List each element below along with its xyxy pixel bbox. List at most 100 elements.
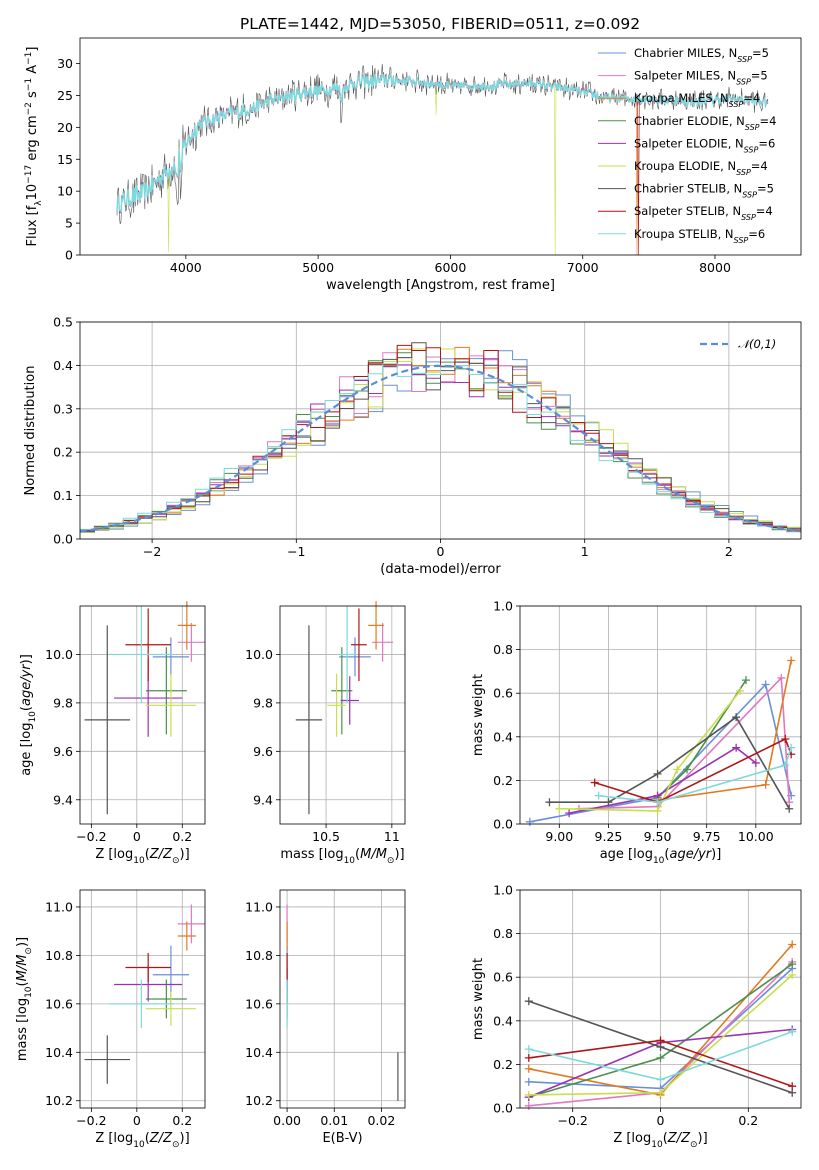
figure-title: PLATE=1442, MJD=53050, FIBERID=0511, z=0… <box>240 15 640 33</box>
y-tick-label: 9.6 <box>53 744 73 759</box>
errorbar-chabrier-miles <box>152 637 190 677</box>
weight-marker <box>555 804 564 813</box>
y-tick-label: 10.4 <box>45 1045 73 1060</box>
x-tick-label: 6000 <box>435 260 467 275</box>
x-tick-label: 0 <box>133 1113 141 1128</box>
y-tick-label: 0.0 <box>493 817 513 832</box>
y-tick-label: 10.6 <box>45 996 73 1011</box>
weight-marker <box>524 997 533 1006</box>
axes-frame <box>519 889 802 1109</box>
axes-frame <box>279 889 406 1109</box>
weight-series-chabrier-stelib <box>545 713 794 813</box>
hist-kroupa-stelib <box>80 363 801 533</box>
errorbar-kroupa-miles <box>368 601 384 650</box>
x-tick-label: 9.00 <box>545 829 573 844</box>
errorbar-kroupa-elodie <box>327 673 346 737</box>
weight-marker <box>788 940 797 949</box>
weight-line <box>568 746 757 814</box>
y-tick-label: 10.4 <box>245 1045 273 1060</box>
plot-area-weight_vs_age <box>525 656 796 826</box>
y-tick-label: 0.1 <box>53 488 73 503</box>
plot-area-weight_vs_Z <box>524 940 797 1110</box>
x-tick-label: 10.5 <box>312 829 340 844</box>
x-tick-label: 0 <box>437 544 445 559</box>
legend-normal: 𝒩(0,1) <box>738 337 776 351</box>
weight-marker <box>788 960 797 969</box>
y-tick-label: 20 <box>57 120 73 135</box>
y-tick-label: 10.2 <box>245 1093 273 1108</box>
plot-area-spectrum <box>116 63 769 256</box>
x-tick-label: 0.02 <box>367 1113 395 1128</box>
y-tick-label: 30 <box>57 56 73 71</box>
legend-entry: Chabrier MILES, NSSP=5 <box>634 46 769 64</box>
x-tick-label: 0.00 <box>273 1113 301 1128</box>
spectrum-line-kroupa-stelib <box>116 73 769 213</box>
legend-entry: Chabrier ELODIE, NSSP=4 <box>634 114 776 132</box>
x-tick-label: 0.2 <box>738 1113 758 1128</box>
axes-frame <box>519 605 802 825</box>
y-axis-label: Flux [fλ10−17 erg cm−2 s−1 A−1] <box>24 47 44 247</box>
weight-marker <box>656 1053 665 1062</box>
y-tick-label: 10.8 <box>245 948 273 963</box>
y-tick-label: 9.4 <box>253 792 273 807</box>
panel-weight_vs_age: 9.00 9.25 9.50 9.75 10.00 0.0 0.2 0.4 0.6 0.8 1.0 a… <box>471 599 802 866</box>
axes-frame <box>79 321 802 540</box>
x-tick-label: 0 <box>657 1113 665 1128</box>
y-tick-label: 0.5 <box>53 315 73 330</box>
weight-marker <box>524 1064 533 1073</box>
x-tick-label: 11 <box>384 829 400 844</box>
x-tick-label: −1 <box>287 544 305 559</box>
errorbar-kroupa-stelib <box>337 606 357 703</box>
weight-marker <box>565 809 574 818</box>
panel-residual_hist: −2 −1 0 1 2 0.0 0.1 0.2 0.3 0.4 0.5 (data-model)/er… <box>23 315 802 577</box>
weight-marker <box>673 765 682 774</box>
errorbar-kroupa-stelib <box>109 979 174 1029</box>
x-axis-label: mass [log10(M/M⊙)] <box>280 847 404 866</box>
weight-marker <box>524 1090 533 1099</box>
weight-series-kroupa-elodie <box>555 687 745 815</box>
weight-marker <box>524 1077 533 1086</box>
plot-area-age_vs_Z <box>84 601 205 815</box>
weight-marker <box>785 804 794 813</box>
x-tick-label: 8000 <box>699 260 731 275</box>
x-tick-label: 0.01 <box>320 1113 348 1128</box>
panel-mass_vs_Z: −0.2 0 0.2 10.2 10.4 10.6 10.8 11.0 Z [log10(Z/Z… <box>15 889 206 1150</box>
x-tick-label: 9.50 <box>644 829 672 844</box>
weight-marker <box>781 734 790 743</box>
weight-marker <box>524 1101 533 1110</box>
weight-marker <box>788 1082 797 1091</box>
y-tick-label: 0.2 <box>493 1057 513 1072</box>
errorbar-chabrier-elodie <box>331 647 353 735</box>
x-axis-label: Z [log10(Z/Z⊙)] <box>613 1131 707 1150</box>
panel-mass_vs_EBV: 0.00 0.01 0.02 10.2 10.4 10.6 10.8 11.0 E(B-V) <box>245 889 406 1146</box>
weight-marker <box>524 1045 533 1054</box>
errorbar-kroupa-elodie <box>145 673 196 737</box>
weight-marker <box>761 780 770 789</box>
weight-marker <box>545 798 554 807</box>
errorbar-kroupa-stelib <box>109 606 174 703</box>
plot-area-mass_vs_EBV <box>286 904 399 1101</box>
weight-marker <box>683 765 692 774</box>
weight-series-kroupa-stelib <box>594 743 796 807</box>
weight-marker <box>751 758 760 767</box>
y-tick-label: 10.0 <box>245 647 273 662</box>
errorbar-chabrier-stelib <box>84 625 130 815</box>
axes-frame <box>279 605 406 825</box>
errorbar-chabrier-stelib <box>84 1035 130 1084</box>
weight-marker <box>741 676 750 685</box>
axes-frame <box>79 37 802 256</box>
y-tick-label: 10.2 <box>45 1093 73 1108</box>
y-tick-label: 0.4 <box>493 1013 513 1028</box>
weight-series-kroupa-elodie <box>524 971 797 1099</box>
legend-entry: Salpeter STELIB, NSSP=4 <box>634 204 773 222</box>
errorbar-salpeter-miles <box>177 904 205 944</box>
x-axis-label: (data-model)/error <box>380 562 501 577</box>
weight-marker <box>761 680 770 689</box>
weight-series-kroupa-stelib <box>524 1027 797 1084</box>
weight-marker <box>525 817 534 826</box>
legend-entry: Kroupa STELIB, NSSP=6 <box>634 227 765 245</box>
errorbar-salpeter-stelib <box>125 608 171 682</box>
normal-curve <box>79 364 802 533</box>
y-tick-label: 10.0 <box>45 647 73 662</box>
